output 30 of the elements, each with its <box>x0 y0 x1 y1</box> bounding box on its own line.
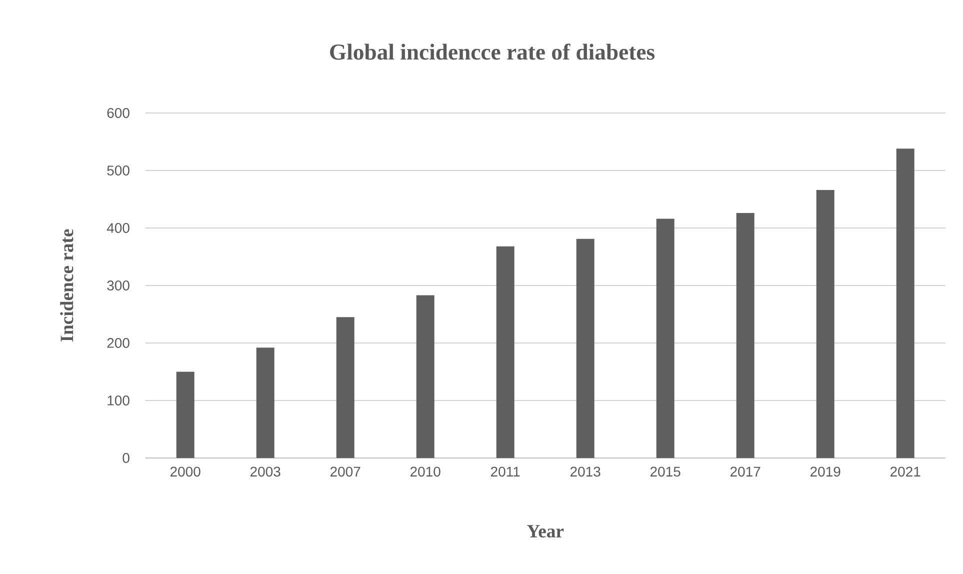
y-tick-label: 400 <box>106 223 130 233</box>
y-tick-label: 600 <box>107 108 130 118</box>
bar <box>576 238 594 458</box>
x-tick-label: 2007 <box>330 466 360 477</box>
bar <box>256 348 274 458</box>
x-tick-label: 2015 <box>650 466 680 477</box>
y-tick-label: 0 <box>122 453 130 463</box>
x-axis-title: Year <box>527 525 564 538</box>
x-tick-label: 2017 <box>730 466 760 477</box>
x-tick-label: 2013 <box>570 466 600 477</box>
x-tick-label: 2003 <box>250 466 280 477</box>
y-tick-label: 500 <box>107 166 130 176</box>
bar <box>336 317 354 458</box>
bar <box>176 372 194 458</box>
x-tick-label: 2019 <box>810 466 840 477</box>
x-tick-label: 2000 <box>170 466 200 477</box>
y-tick-label: 300 <box>107 280 130 290</box>
bar <box>736 213 754 458</box>
y-axis-title: Incidence rate <box>60 229 74 342</box>
bar <box>496 246 514 458</box>
y-tick-label: 200 <box>107 338 130 348</box>
bar <box>656 218 674 458</box>
bar <box>816 190 834 458</box>
bar <box>416 295 434 458</box>
bar <box>896 148 914 458</box>
x-tick-label: 2011 <box>491 466 520 477</box>
chart-title: Global incidencce rate of diabetes <box>330 44 654 60</box>
x-tick-label: 2010 <box>410 466 440 477</box>
y-tick-label: 100 <box>108 396 130 406</box>
x-tick-label: 2021 <box>890 466 920 477</box>
